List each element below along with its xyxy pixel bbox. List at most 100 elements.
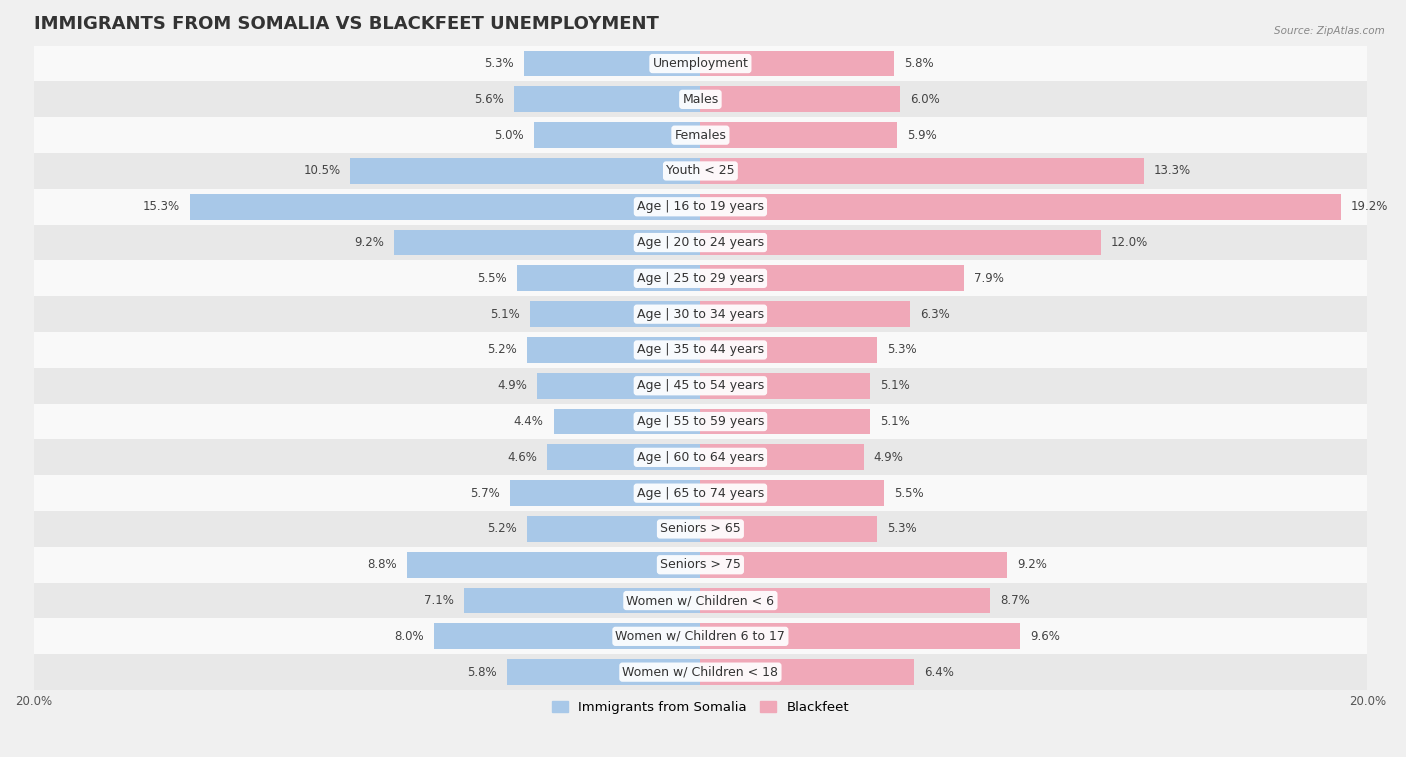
Bar (34, 225, 1367, 260)
Bar (406, 552, 700, 578)
Bar (534, 123, 700, 148)
Text: 5.5%: 5.5% (478, 272, 508, 285)
Text: 4.6%: 4.6% (508, 451, 537, 464)
Text: 15.3%: 15.3% (143, 201, 180, 213)
Bar (527, 337, 700, 363)
Bar (700, 123, 897, 148)
Bar (510, 480, 700, 506)
Bar (700, 516, 877, 542)
Text: 4.4%: 4.4% (513, 415, 544, 428)
Text: 8.7%: 8.7% (1001, 594, 1031, 607)
Bar (34, 440, 1367, 475)
Text: 12.0%: 12.0% (1111, 236, 1147, 249)
Text: Seniors > 65: Seniors > 65 (659, 522, 741, 535)
Bar (547, 444, 700, 470)
Text: Males: Males (682, 93, 718, 106)
Bar (530, 301, 700, 327)
Text: 5.2%: 5.2% (488, 344, 517, 357)
Text: Seniors > 75: Seniors > 75 (659, 558, 741, 572)
Bar (700, 409, 870, 435)
Text: 5.3%: 5.3% (887, 522, 917, 535)
Text: 5.5%: 5.5% (894, 487, 924, 500)
Text: Age | 30 to 34 years: Age | 30 to 34 years (637, 307, 763, 321)
Text: 10.5%: 10.5% (304, 164, 340, 177)
Text: Age | 16 to 19 years: Age | 16 to 19 years (637, 201, 763, 213)
Bar (700, 587, 990, 613)
Text: Age | 25 to 29 years: Age | 25 to 29 years (637, 272, 763, 285)
Bar (34, 45, 1367, 82)
Bar (34, 618, 1367, 654)
Text: 5.3%: 5.3% (887, 344, 917, 357)
Text: 5.2%: 5.2% (488, 522, 517, 535)
Bar (34, 583, 1367, 618)
Text: 6.3%: 6.3% (921, 307, 950, 321)
Text: 7.1%: 7.1% (423, 594, 454, 607)
Bar (700, 659, 914, 685)
Bar (34, 332, 1367, 368)
Text: 5.9%: 5.9% (907, 129, 936, 142)
Bar (700, 86, 900, 112)
Text: 9.2%: 9.2% (1017, 558, 1047, 572)
Text: Age | 60 to 64 years: Age | 60 to 64 years (637, 451, 763, 464)
Text: 5.1%: 5.1% (880, 379, 910, 392)
Text: 6.0%: 6.0% (911, 93, 941, 106)
Text: 5.1%: 5.1% (880, 415, 910, 428)
Text: Source: ZipAtlas.com: Source: ZipAtlas.com (1274, 26, 1385, 36)
Text: Age | 20 to 24 years: Age | 20 to 24 years (637, 236, 763, 249)
Bar (34, 368, 1367, 403)
Text: Females: Females (675, 129, 727, 142)
Text: Youth < 25: Youth < 25 (666, 164, 735, 177)
Text: 7.9%: 7.9% (974, 272, 1004, 285)
Bar (517, 266, 700, 291)
Text: Unemployment: Unemployment (652, 57, 748, 70)
Bar (190, 194, 700, 220)
Bar (700, 194, 1340, 220)
Text: 5.8%: 5.8% (904, 57, 934, 70)
Text: Age | 45 to 54 years: Age | 45 to 54 years (637, 379, 763, 392)
Bar (523, 51, 700, 76)
Text: 5.7%: 5.7% (471, 487, 501, 500)
Bar (700, 624, 1021, 650)
Text: Women w/ Children < 18: Women w/ Children < 18 (623, 665, 779, 678)
Bar (537, 373, 700, 399)
Bar (433, 624, 700, 650)
Bar (700, 373, 870, 399)
Bar (513, 86, 700, 112)
Bar (700, 337, 877, 363)
Text: 13.3%: 13.3% (1154, 164, 1191, 177)
Text: Age | 55 to 59 years: Age | 55 to 59 years (637, 415, 763, 428)
Bar (700, 158, 1144, 184)
Bar (700, 51, 894, 76)
Text: 8.0%: 8.0% (394, 630, 423, 643)
Text: 5.3%: 5.3% (484, 57, 513, 70)
Text: 9.6%: 9.6% (1031, 630, 1060, 643)
Bar (34, 511, 1367, 547)
Bar (34, 117, 1367, 153)
Text: 6.4%: 6.4% (924, 665, 953, 678)
Bar (700, 301, 911, 327)
Bar (350, 158, 700, 184)
Text: Age | 35 to 44 years: Age | 35 to 44 years (637, 344, 763, 357)
Bar (34, 153, 1367, 188)
Bar (700, 552, 1007, 578)
Bar (700, 229, 1101, 255)
Bar (700, 266, 963, 291)
Text: 4.9%: 4.9% (498, 379, 527, 392)
Bar (34, 403, 1367, 440)
Bar (508, 659, 700, 685)
Bar (34, 654, 1367, 690)
Text: 5.0%: 5.0% (494, 129, 523, 142)
Text: 5.6%: 5.6% (474, 93, 503, 106)
Bar (34, 260, 1367, 296)
Text: Women w/ Children 6 to 17: Women w/ Children 6 to 17 (616, 630, 786, 643)
Bar (34, 547, 1367, 583)
Text: IMMIGRANTS FROM SOMALIA VS BLACKFEET UNEMPLOYMENT: IMMIGRANTS FROM SOMALIA VS BLACKFEET UNE… (34, 15, 658, 33)
Text: 19.2%: 19.2% (1351, 201, 1388, 213)
Bar (527, 516, 700, 542)
Bar (394, 229, 700, 255)
Text: 9.2%: 9.2% (354, 236, 384, 249)
Text: 5.8%: 5.8% (467, 665, 496, 678)
Bar (34, 188, 1367, 225)
Bar (34, 296, 1367, 332)
Text: 4.9%: 4.9% (873, 451, 904, 464)
